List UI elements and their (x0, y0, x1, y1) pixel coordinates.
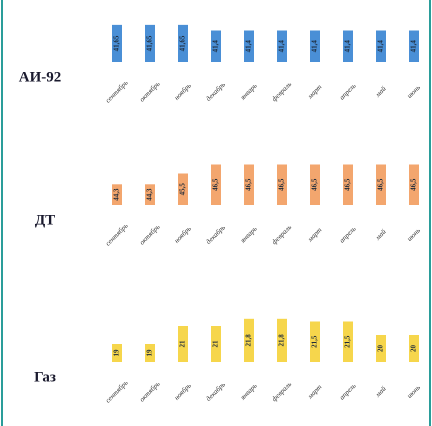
x-tick-label: март (305, 383, 323, 401)
bar (310, 164, 320, 205)
bar (211, 30, 221, 62)
bar (277, 30, 287, 62)
value-label: 41,65 (179, 35, 187, 51)
x-tick-label: февраль (270, 380, 293, 403)
x-tick-label: сентябрь (104, 79, 130, 105)
value-label: 46,5 (278, 178, 286, 191)
value-label: 20 (377, 345, 385, 353)
value-label: 41,4 (410, 40, 418, 53)
bar (244, 318, 254, 362)
bar (244, 164, 254, 205)
x-tick-label: октябрь (138, 80, 162, 104)
value-label: 21 (179, 340, 187, 348)
x-tick-label: декабрь (205, 224, 227, 246)
bar (112, 184, 122, 205)
bar (178, 173, 188, 205)
value-label: 46,5 (245, 178, 253, 191)
bar (409, 30, 419, 62)
bar (178, 326, 188, 362)
x-tick-label: сентябрь (104, 222, 130, 248)
bar (310, 321, 320, 362)
bar (211, 326, 221, 362)
value-label: 21,8 (278, 334, 286, 347)
x-tick-label: апрель (338, 225, 358, 245)
bar (409, 335, 419, 362)
x-tick-label: ноябрь (173, 382, 193, 402)
bar (277, 318, 287, 362)
value-label: 46,5 (311, 178, 319, 191)
x-tick-label: июнь (406, 84, 422, 100)
value-label: 41,4 (278, 40, 286, 53)
x-tick-label: июнь (406, 384, 422, 400)
value-label: 19 (113, 349, 121, 357)
value-label: 19 (146, 349, 154, 357)
x-tick-label: февраль (270, 80, 293, 103)
row-label: АИ-92 (19, 69, 62, 85)
x-tick-label: январь (238, 82, 258, 102)
x-tick-label: январь (238, 225, 258, 245)
x-tick-label: декабрь (205, 381, 227, 403)
value-label: 44,3 (113, 188, 121, 201)
row-label: ДТ (35, 212, 55, 228)
bar (145, 24, 155, 62)
bar (310, 30, 320, 62)
bar (112, 24, 122, 62)
x-tick-label: июнь (406, 227, 422, 243)
value-label: 46,5 (377, 178, 385, 191)
value-label: 45,5 (179, 183, 187, 196)
x-tick-label: ноябрь (173, 82, 193, 102)
bar (343, 321, 353, 362)
value-label: 41,4 (212, 40, 220, 53)
x-tick-label: ноябрь (173, 225, 193, 245)
x-tick-label: апрель (338, 82, 358, 102)
value-label: 46,5 (344, 178, 352, 191)
bar (178, 24, 188, 62)
bar (376, 164, 386, 205)
bar (343, 164, 353, 205)
x-tick-label: октябрь (138, 380, 162, 404)
value-label: 41,65 (113, 35, 121, 51)
value-label: 41,4 (377, 40, 385, 53)
bar (244, 30, 254, 62)
value-label: 21,8 (245, 334, 253, 347)
value-label: 41,65 (146, 35, 154, 51)
x-tick-label: март (305, 226, 323, 244)
x-tick-label: май (373, 384, 388, 399)
value-label: 46,5 (410, 178, 418, 191)
x-tick-label: сентябрь (104, 379, 130, 405)
x-tick-label: январь (238, 382, 258, 402)
value-label: 21,5 (344, 335, 352, 348)
x-tick-label: апрель (338, 382, 358, 402)
x-tick-label: март (305, 83, 323, 101)
row-label: Газ (34, 369, 56, 385)
bar (145, 344, 155, 362)
value-label: 46,5 (212, 178, 220, 191)
bar (343, 30, 353, 62)
bar (211, 164, 221, 205)
bar (376, 30, 386, 62)
x-tick-label: декабрь (205, 81, 227, 103)
bar (112, 344, 122, 362)
bar (277, 164, 287, 205)
value-label: 44,3 (146, 188, 154, 201)
value-label: 21 (212, 340, 220, 348)
bar (145, 184, 155, 205)
value-label: 21,5 (311, 335, 319, 348)
x-tick-label: май (373, 84, 388, 99)
value-label: 41,4 (245, 40, 253, 53)
x-tick-label: февраль (270, 223, 293, 246)
bar (409, 164, 419, 205)
value-label: 20 (410, 345, 418, 353)
x-tick-label: май (373, 227, 388, 242)
bar (376, 335, 386, 362)
value-label: 41,4 (311, 40, 319, 53)
value-label: 41,4 (344, 40, 352, 53)
x-tick-label: октябрь (138, 223, 162, 247)
